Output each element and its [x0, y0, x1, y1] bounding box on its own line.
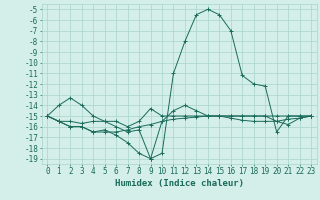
- X-axis label: Humidex (Indice chaleur): Humidex (Indice chaleur): [115, 179, 244, 188]
